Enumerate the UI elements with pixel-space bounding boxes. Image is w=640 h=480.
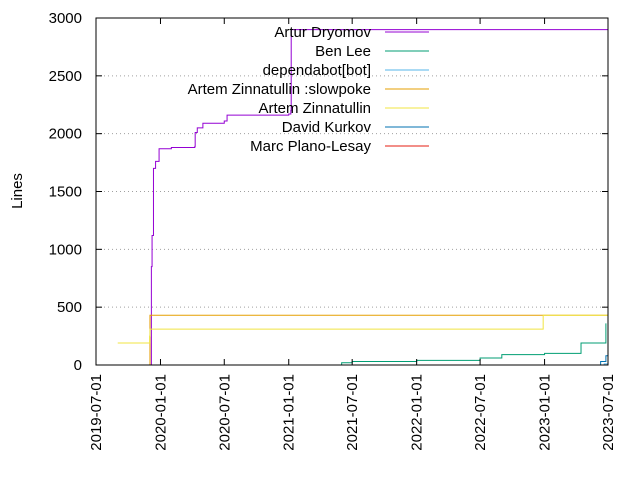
series-line-4: [117, 314, 608, 344]
y-axis: 0 500 1000 1500 2000 2500 3000: [49, 10, 608, 374]
y-tick-label: 1000: [49, 241, 82, 258]
legend-label: David Kurkov: [282, 119, 372, 136]
x-tick-label: 2023-01-01: [537, 374, 554, 451]
y-tick-label: 1500: [49, 184, 82, 201]
x-tick-label: 2021-01-01: [281, 374, 298, 451]
legend-label: Artem Zinnatullin :slowpoke: [188, 81, 371, 98]
x-tick-label: 2022-01-01: [409, 374, 426, 451]
series-line-0: [149, 29, 608, 366]
grid: [96, 75, 608, 308]
legend-label: Marc Plano-Lesay: [250, 138, 371, 155]
y-tick-label: 500: [57, 299, 82, 316]
x-tick-label: 2022-07-01: [472, 374, 489, 451]
y-tick-label: 3000: [49, 10, 82, 27]
series-lines: [117, 29, 609, 366]
legend-label: Artem Zinnatullin: [258, 100, 371, 117]
y-tick-label: 0: [74, 357, 82, 374]
y-tick-label: 2000: [49, 126, 82, 143]
x-tick-label: 2020-01-01: [152, 374, 169, 451]
legend-label: Ben Lee: [315, 43, 371, 60]
y-axis-title: Lines: [9, 173, 26, 209]
x-tick-label: 2020-07-01: [216, 374, 233, 451]
x-tick-label: 2021-07-01: [344, 374, 361, 451]
legend-label: Artur Dryomov: [274, 24, 371, 41]
legend-label: dependabot[bot]: [263, 62, 371, 79]
x-tick-label: 2023-07-01: [600, 374, 617, 451]
x-axis: 2019-07-01 2020-01-01 2020-07-01 2021-01-01…: [88, 18, 617, 451]
x-tick-label: 2019-07-01: [88, 374, 105, 451]
series-line-1: [277, 323, 607, 366]
legend: Artur Dryomov Ben Lee dependabot[bot] Artem…: [188, 24, 429, 155]
y-tick-label: 2500: [49, 68, 82, 85]
